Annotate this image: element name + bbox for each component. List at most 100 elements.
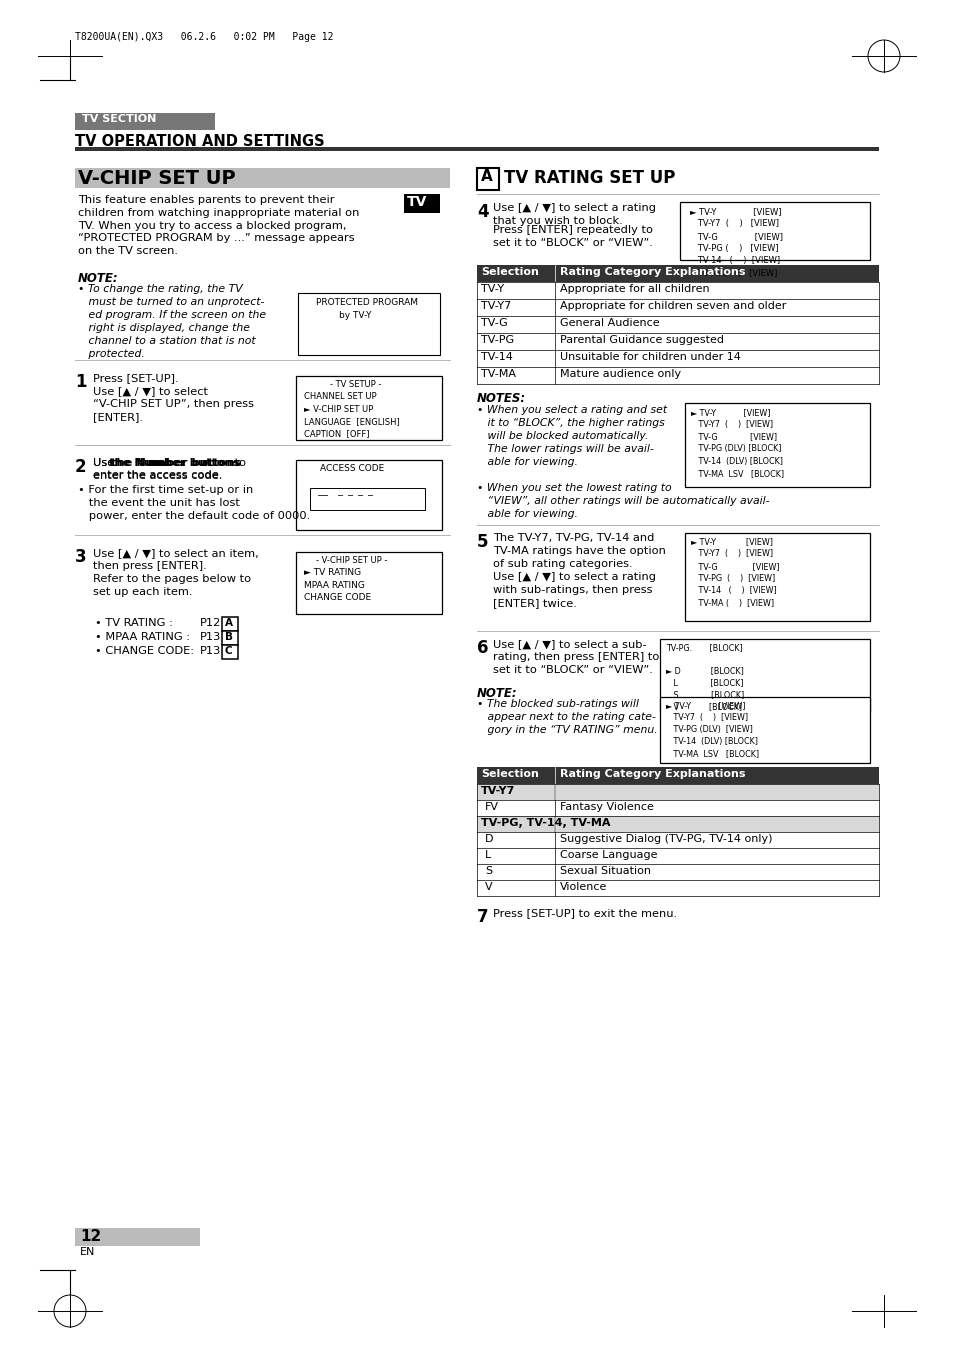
Bar: [476, 316, 878, 332]
Text: Parental Guidance suggested: Parental Guidance suggested: [559, 335, 723, 345]
Text: • When you select a rating and set
   it to “BLOCK”, the higher ratings
   will : • When you select a rating and set it to…: [476, 405, 666, 467]
Text: • CHANGE CODE:: • CHANGE CODE:: [95, 646, 193, 657]
Text: Coarse Language: Coarse Language: [559, 850, 657, 861]
Text: Press [SET-UP].
Use [▲ / ▼] to select
“V-CHIP SET UP”, then press
[ENTER].: Press [SET-UP]. Use [▲ / ▼] to select “V…: [92, 373, 253, 422]
Text: Sexual Situation: Sexual Situation: [559, 866, 650, 875]
Bar: [310, 488, 424, 509]
Text: • TV RATING :: • TV RATING :: [95, 617, 172, 628]
Bar: [476, 350, 878, 367]
Text: Use: Use: [92, 458, 118, 467]
Text: TV SECTION: TV SECTION: [82, 113, 156, 124]
Text: S: S: [484, 866, 492, 875]
Text: enter the access code.: enter the access code.: [92, 471, 222, 481]
Text: Press [ENTER] repeatedly to
set it to “BLOCK” or “VIEW”.: Press [ENTER] repeatedly to set it to “B…: [493, 226, 652, 249]
Text: Press [SET-UP] to exit the menu.: Press [SET-UP] to exit the menu.: [493, 908, 677, 917]
Text: 2: 2: [75, 458, 87, 476]
Text: D: D: [484, 834, 493, 844]
Text: NOTE:: NOTE:: [476, 688, 517, 700]
Text: Selection: Selection: [480, 769, 538, 780]
Text: enter the access code.: enter the access code.: [92, 470, 222, 480]
Text: 1: 1: [75, 373, 87, 390]
Text: ► TV-Y           [VIEW]
   TV-Y7  (    )  [VIEW]
   TV-PG (DLV)  [VIEW]
   TV-14: ► TV-Y [VIEW] TV-Y7 ( ) [VIEW] TV-PG (DL…: [665, 701, 759, 759]
Text: General Audience: General Audience: [559, 317, 659, 328]
Text: TV: TV: [408, 196, 436, 215]
Text: L: L: [484, 850, 491, 861]
Text: NOTE:: NOTE:: [78, 272, 118, 285]
Bar: [476, 848, 878, 865]
Text: 3: 3: [75, 549, 87, 566]
Text: • To change the rating, the TV
   must be turned to an unprotect-
   ed program.: • To change the rating, the TV must be t…: [78, 284, 266, 359]
Bar: [659, 639, 869, 711]
Bar: [295, 376, 441, 440]
Text: ► TV-Y            [VIEW]
   TV-Y7  (    )  [VIEW]
   TV-G              [VIEW]
  : ► TV-Y [VIEW] TV-Y7 ( ) [VIEW] TV-G [VIE…: [690, 536, 779, 608]
Bar: [476, 367, 878, 384]
Text: A: A: [480, 169, 493, 184]
Bar: [75, 168, 450, 188]
Text: T8200UA(EN).QX3   06.2.6   0:02 PM   Page 12: T8200UA(EN).QX3 06.2.6 0:02 PM Page 12: [75, 32, 334, 42]
Text: Mature audience only: Mature audience only: [559, 369, 680, 380]
Text: 12: 12: [80, 1229, 101, 1244]
Text: the Number buttons: the Number buttons: [111, 458, 241, 467]
Text: 7: 7: [476, 908, 488, 925]
Text: NOTES:: NOTES:: [476, 392, 525, 405]
Text: B: B: [225, 632, 233, 642]
Bar: [476, 800, 878, 816]
Text: ► TV-Y              [VIEW]
   TV-Y7  (    )   [VIEW]
   TV-G              [VIEW]: ► TV-Y [VIEW] TV-Y7 ( ) [VIEW] TV-G [VIE…: [689, 207, 782, 278]
Text: TV-PG.       [BLOCK]

► D            [BLOCK]
   L             [BLOCK]
   S      : TV-PG. [BLOCK] ► D [BLOCK] L [BLOCK] S: [665, 643, 743, 711]
Text: C: C: [225, 646, 233, 657]
Text: • The blocked sub-ratings will
   appear next to the rating cate-
   gory in the: • The blocked sub-ratings will appear ne…: [476, 698, 657, 735]
Text: TV OPERATION AND SETTINGS: TV OPERATION AND SETTINGS: [75, 134, 324, 149]
Text: - TV SETUP -: - TV SETUP -: [330, 380, 381, 389]
Text: 6: 6: [476, 639, 488, 657]
Text: V-CHIP SET UP: V-CHIP SET UP: [78, 169, 235, 188]
Text: TV-Y7: TV-Y7: [480, 786, 515, 796]
Text: P13: P13: [200, 632, 221, 642]
Text: Rating Category Explanations: Rating Category Explanations: [559, 267, 744, 277]
Bar: [476, 168, 498, 190]
Bar: [476, 282, 878, 299]
Text: Use [▲ / ▼] to select a rating
that you wish to block.: Use [▲ / ▼] to select a rating that you …: [493, 203, 656, 226]
Text: P12: P12: [200, 617, 221, 628]
Text: ► TV RATING
MPAA RATING
CHANGE CODE: ► TV RATING MPAA RATING CHANGE CODE: [304, 567, 371, 603]
Text: TV-MA: TV-MA: [480, 369, 516, 380]
Text: Rating Category Explanations: Rating Category Explanations: [559, 769, 744, 780]
Text: FV: FV: [484, 802, 498, 812]
Bar: [222, 644, 237, 659]
Bar: [222, 617, 237, 631]
Bar: [222, 631, 237, 644]
Bar: [75, 147, 878, 151]
Text: V: V: [484, 882, 492, 892]
Text: Unsuitable for children under 14: Unsuitable for children under 14: [559, 353, 740, 362]
Text: TV-Y7: TV-Y7: [480, 301, 511, 311]
Text: Use: Use: [92, 458, 118, 467]
Bar: [297, 293, 439, 355]
Text: to: to: [231, 458, 246, 467]
Bar: [659, 697, 869, 763]
Bar: [476, 816, 878, 832]
Bar: [403, 195, 439, 213]
Text: TV-G: TV-G: [480, 317, 507, 328]
Bar: [476, 299, 878, 316]
Bar: [476, 865, 878, 880]
Bar: [476, 265, 878, 282]
Text: TV: TV: [407, 195, 427, 209]
Text: • When you set the lowest rating to
   “VIEW”, all other ratings will be automat: • When you set the lowest rating to “VIE…: [476, 484, 769, 519]
Bar: [75, 113, 214, 130]
Text: ► TV-Y           [VIEW]
   TV-Y7  (    )  [VIEW]
   TV-G             [VIEW]
   T: ► TV-Y [VIEW] TV-Y7 ( ) [VIEW] TV-G [VIE…: [690, 408, 783, 478]
Text: Use [▲ / ▼] to select an item,
then press [ENTER].
Refer to the pages below to
s: Use [▲ / ▼] to select an item, then pres…: [92, 549, 258, 597]
Text: ——  — — — —: —— — — — —: [317, 490, 373, 500]
Text: Fantasy Violence: Fantasy Violence: [559, 802, 653, 812]
Bar: [684, 403, 869, 486]
Text: the Number buttons: the Number buttons: [109, 458, 239, 467]
Text: Appropriate for children seven and older: Appropriate for children seven and older: [559, 301, 785, 311]
Bar: [476, 832, 878, 848]
Bar: [75, 1228, 200, 1246]
Text: 4: 4: [476, 203, 488, 222]
Text: Violence: Violence: [559, 882, 607, 892]
Bar: [476, 332, 878, 350]
Text: CHANNEL SET UP
► V-CHIP SET UP
LANGUAGE  [ENGLISH]
CAPTION  [OFF]: CHANNEL SET UP ► V-CHIP SET UP LANGUAGE …: [304, 392, 399, 439]
Bar: [476, 880, 878, 896]
Text: TV RATING SET UP: TV RATING SET UP: [503, 169, 675, 186]
Text: ACCESS CODE: ACCESS CODE: [319, 463, 384, 473]
Text: PROTECTED PROGRAM
        by TV-Y: PROTECTED PROGRAM by TV-Y: [315, 299, 417, 319]
